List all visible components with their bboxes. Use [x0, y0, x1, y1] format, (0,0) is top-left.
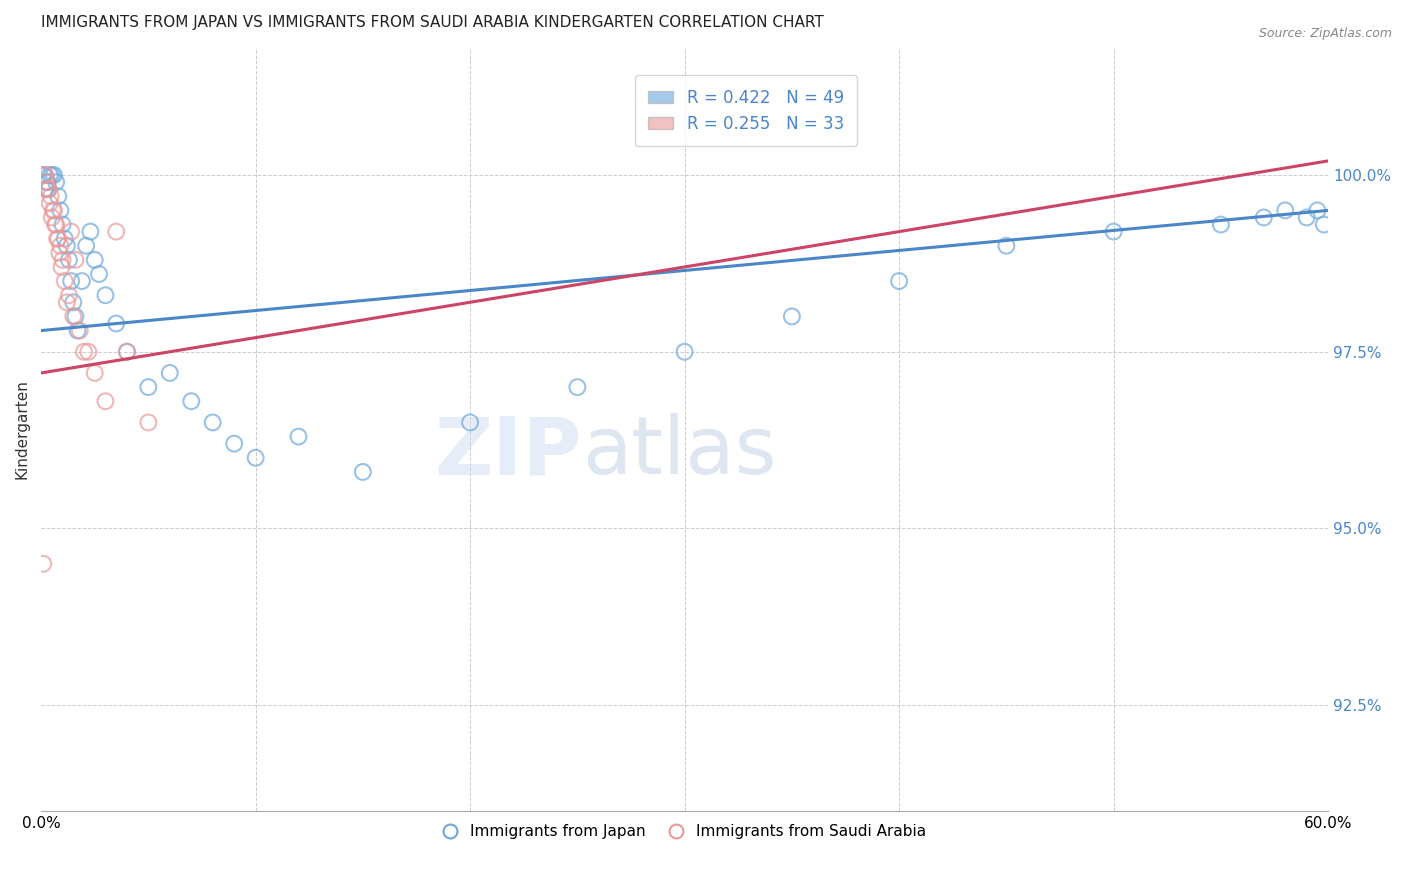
Text: ZIP: ZIP: [434, 413, 582, 491]
Point: [995, 238, 1018, 252]
Point: [58, 288, 80, 302]
Point: [201, 416, 224, 430]
Point: [673, 344, 696, 359]
Point: [48, 245, 70, 260]
Point: [1313, 218, 1336, 232]
Point: [51, 252, 73, 267]
Point: [35, 175, 58, 189]
Point: [77, 344, 100, 359]
Point: [567, 380, 589, 394]
Point: [94, 288, 117, 302]
Point: [115, 344, 138, 359]
Point: [245, 450, 267, 465]
Point: [37, 182, 59, 196]
Point: [138, 416, 160, 430]
Point: [32, 168, 55, 182]
Point: [115, 344, 138, 359]
Text: atlas: atlas: [582, 413, 776, 491]
Point: [65, 310, 87, 324]
Point: [352, 465, 374, 479]
Point: [1209, 218, 1232, 232]
Point: [37, 175, 59, 189]
Point: [38, 196, 60, 211]
Text: Source: ZipAtlas.com: Source: ZipAtlas.com: [1258, 27, 1392, 40]
Point: [180, 394, 202, 409]
Point: [34, 168, 56, 182]
Point: [87, 267, 110, 281]
Point: [32, 557, 55, 571]
Point: [62, 295, 84, 310]
Point: [45, 175, 67, 189]
Point: [159, 366, 181, 380]
Point: [38, 182, 60, 196]
Point: [38, 182, 60, 196]
Point: [56, 295, 79, 310]
Point: [46, 232, 69, 246]
Point: [1253, 211, 1275, 225]
Point: [780, 310, 803, 324]
Point: [51, 260, 73, 274]
Point: [83, 252, 105, 267]
Point: [53, 274, 76, 288]
Point: [83, 366, 105, 380]
Point: [66, 324, 89, 338]
Point: [34, 182, 56, 196]
Point: [34, 168, 56, 182]
Point: [44, 218, 66, 232]
Point: [49, 238, 72, 252]
Point: [79, 225, 101, 239]
Point: [34, 168, 56, 182]
Point: [58, 252, 80, 267]
Point: [887, 274, 910, 288]
Point: [458, 416, 481, 430]
Point: [94, 394, 117, 409]
Point: [105, 225, 128, 239]
Point: [65, 252, 87, 267]
Point: [287, 429, 309, 443]
Point: [69, 324, 91, 338]
Point: [224, 436, 246, 450]
Point: [105, 317, 128, 331]
Point: [46, 232, 69, 246]
Point: [45, 218, 67, 232]
Point: [53, 232, 76, 246]
Point: [1306, 203, 1329, 218]
Point: [41, 168, 63, 182]
Point: [38, 168, 60, 182]
Point: [41, 211, 63, 225]
Point: [62, 310, 84, 324]
Point: [60, 225, 83, 239]
Point: [42, 203, 65, 218]
Point: [35, 175, 58, 189]
Point: [73, 344, 96, 359]
Point: [75, 238, 97, 252]
Point: [1295, 211, 1317, 225]
Point: [42, 168, 65, 182]
Point: [51, 218, 73, 232]
Point: [1102, 225, 1125, 239]
Legend: Immigrants from Japan, Immigrants from Saudi Arabia: Immigrants from Japan, Immigrants from S…: [437, 818, 932, 846]
Point: [138, 380, 160, 394]
Point: [46, 189, 69, 203]
Point: [39, 189, 62, 203]
Point: [60, 274, 83, 288]
Point: [1274, 203, 1296, 218]
Text: IMMIGRANTS FROM JAPAN VS IMMIGRANTS FROM SAUDI ARABIA KINDERGARTEN CORRELATION C: IMMIGRANTS FROM JAPAN VS IMMIGRANTS FROM…: [41, 15, 824, 30]
Point: [70, 274, 93, 288]
Point: [42, 203, 65, 218]
Y-axis label: Kindergarten: Kindergarten: [15, 380, 30, 479]
Point: [49, 203, 72, 218]
Point: [56, 238, 79, 252]
